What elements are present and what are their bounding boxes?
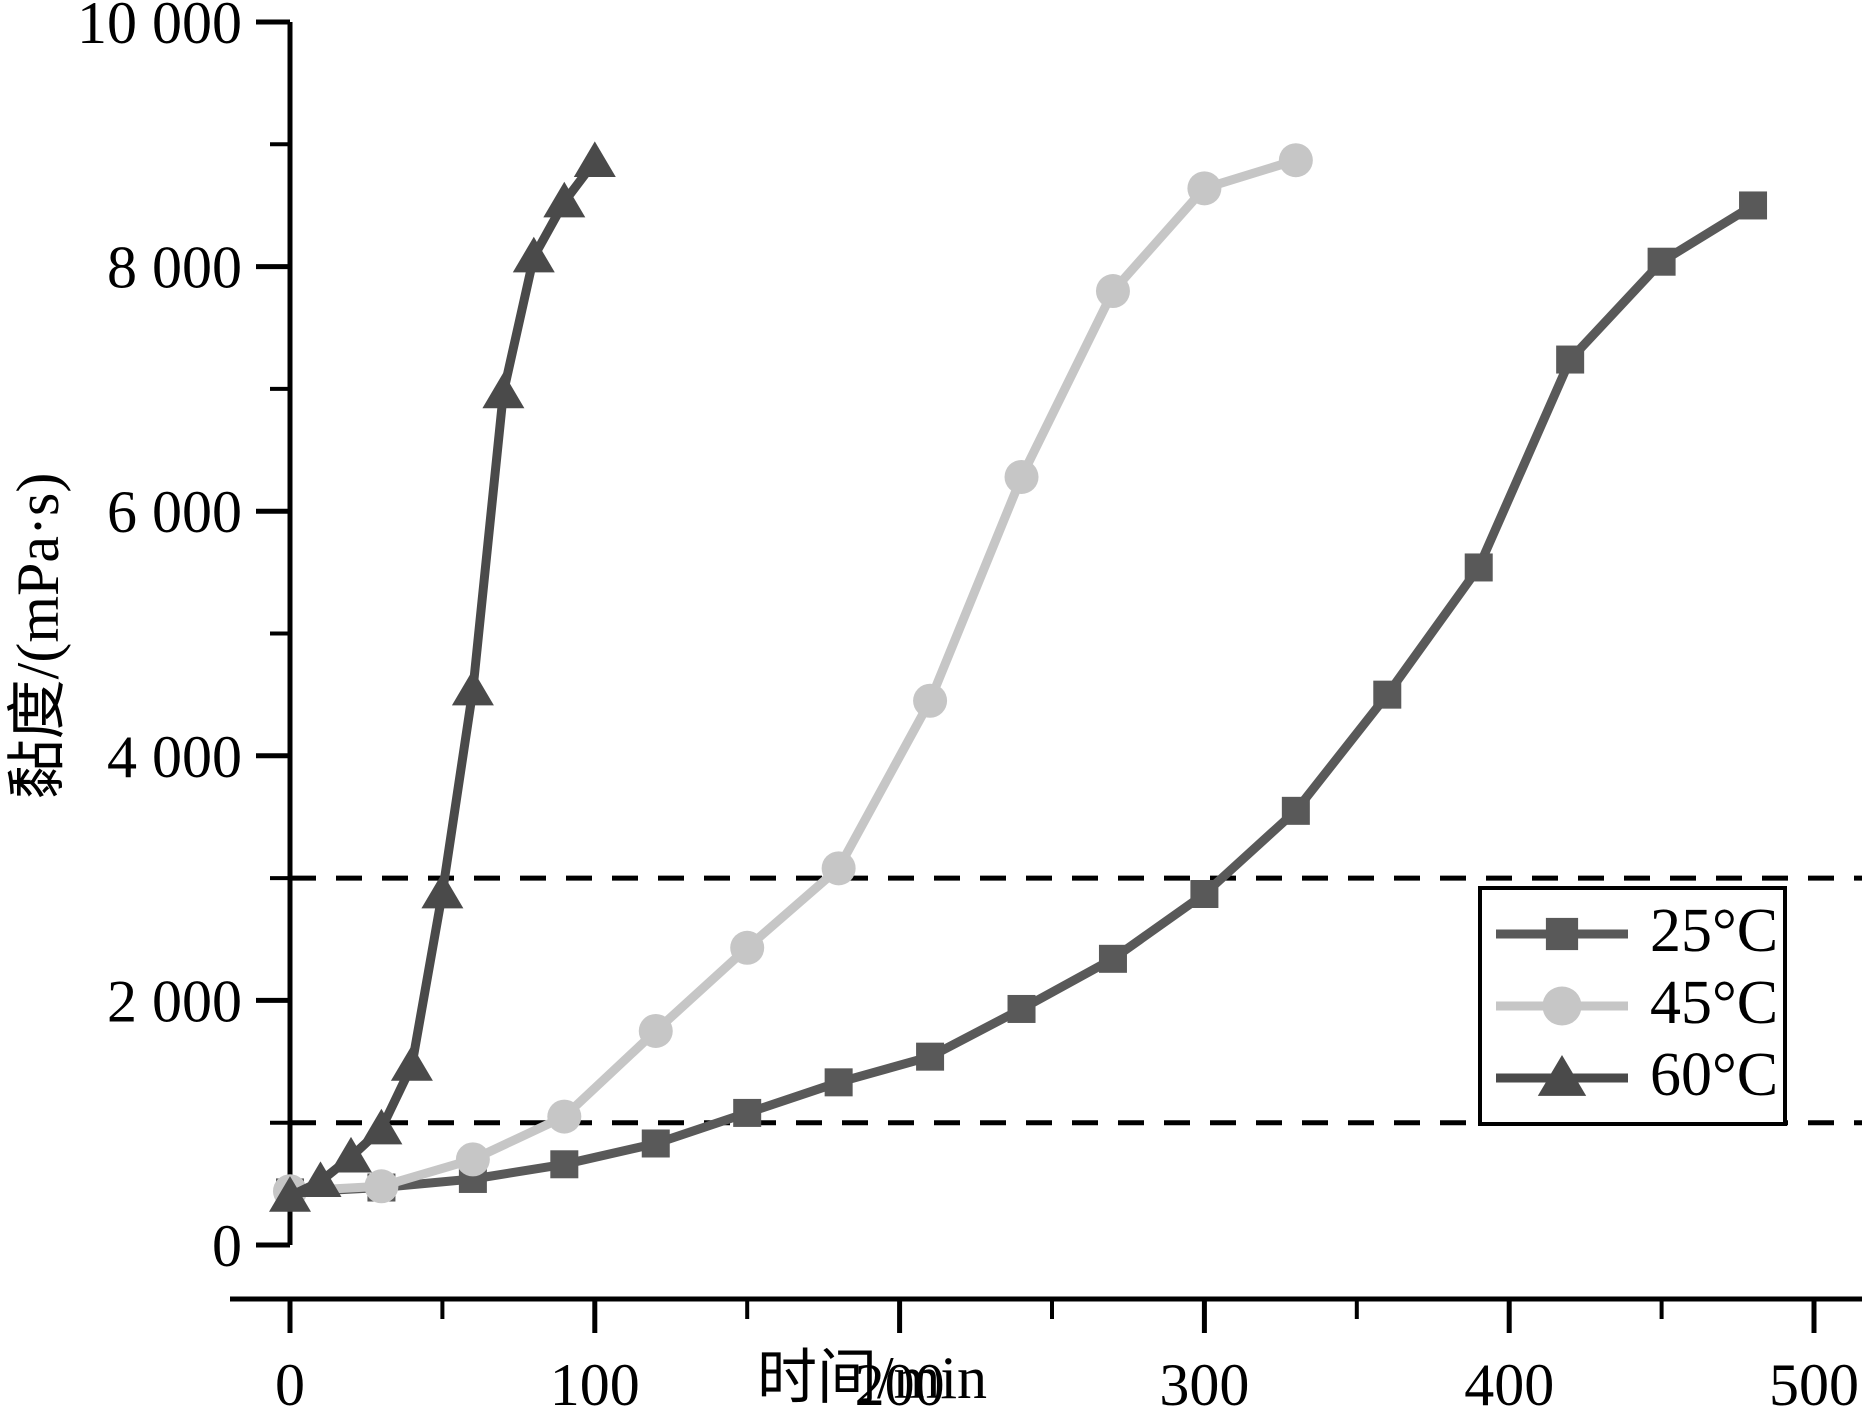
data-point-marker [390, 1045, 433, 1081]
data-series-group [269, 141, 1768, 1212]
data-point-marker [455, 1142, 490, 1177]
data-point-marker [1187, 171, 1222, 206]
x-tick-label-500: 500 [1769, 1352, 1859, 1413]
data-point-marker [1464, 553, 1493, 582]
y-tick-label-10000: 10 000 [77, 0, 242, 56]
y-tick-label-6000: 6 000 [107, 479, 242, 545]
data-point-marker [421, 872, 464, 909]
data-point-marker [821, 851, 856, 886]
x-tick-label-400: 400 [1464, 1352, 1554, 1413]
series-45c [273, 143, 1313, 1209]
data-point-marker [573, 141, 616, 177]
data-point-marker [1095, 274, 1130, 309]
data-point-marker [916, 1042, 945, 1071]
legend-item-label-1[interactable]: 45°C [1650, 969, 1778, 1037]
series-25c [276, 191, 1768, 1207]
data-point-marker [547, 1099, 582, 1134]
data-point-marker [512, 236, 555, 273]
y-tick-label-8000: 8 000 [107, 235, 242, 301]
data-point-marker [1739, 191, 1768, 220]
legend-item-label-0[interactable]: 25°C [1650, 897, 1778, 965]
x-tick-label-100: 100 [550, 1352, 640, 1413]
data-point-marker [550, 1150, 579, 1179]
x-tick-label-300: 300 [1159, 1352, 1249, 1413]
y-tick-label-4000: 4 000 [107, 724, 242, 790]
data-point-marker [1007, 994, 1036, 1023]
legend-marker-square [1545, 917, 1579, 951]
data-point-marker [299, 1161, 342, 1197]
data-point-marker [913, 683, 948, 718]
data-point-marker [330, 1136, 372, 1173]
series-line-1 [285, 155, 1301, 1196]
data-point-marker [543, 181, 586, 218]
y-axis-title: 黏度/(mPa·s) [5, 473, 71, 800]
data-point-marker [451, 669, 494, 706]
data-point-marker [730, 930, 765, 965]
data-point-marker [1190, 879, 1219, 908]
x-tick-label-200: 200 [855, 1352, 945, 1413]
data-point-marker [733, 1098, 762, 1127]
y-tick-labels-group: 0 2 000 4 000 6 000 8 000 10 000 [77, 0, 242, 1279]
x-axis-title: 时间/min [757, 1345, 987, 1411]
x-tick-labels-group: 0 100 200 300 400 500 [275, 1352, 1859, 1413]
data-point-marker [1098, 944, 1127, 973]
axis-ticks-group [256, 19, 1817, 1333]
data-point-marker [1647, 247, 1676, 276]
data-point-marker [1004, 459, 1039, 494]
data-point-marker [1556, 345, 1585, 374]
data-point-marker [1373, 680, 1402, 709]
data-point-marker [360, 1108, 403, 1145]
data-point-marker [1278, 143, 1313, 178]
x-tick-label-0: 0 [275, 1352, 305, 1413]
data-point-marker [641, 1129, 670, 1158]
series-60c [269, 141, 616, 1212]
data-point-marker [824, 1068, 853, 1097]
data-point-marker [1281, 796, 1310, 825]
series-line-2 [285, 156, 600, 1201]
legend-item-label-2[interactable]: 60°C [1650, 1041, 1778, 1109]
data-point-marker [269, 1176, 311, 1212]
legend-marker-triangle [1537, 1055, 1587, 1096]
y-tick-label-0: 0 [212, 1213, 242, 1279]
data-point-marker [482, 372, 525, 409]
y-tick-label-2000: 2 000 [107, 968, 242, 1034]
data-point-marker [638, 1013, 673, 1048]
legend-marker-circle [1542, 986, 1582, 1026]
data-point-marker [364, 1169, 399, 1204]
chart-legend[interactable]: 25°C45°C60°C [1478, 886, 1787, 1126]
